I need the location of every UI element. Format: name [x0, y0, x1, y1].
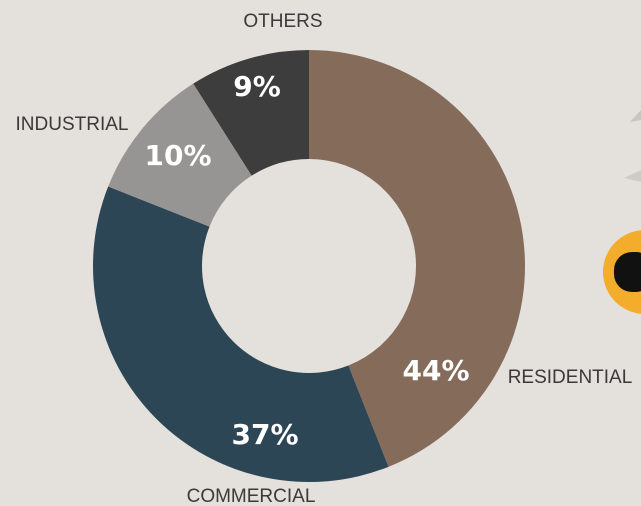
arrow-fragment [624, 170, 641, 182]
category-label: INDUSTRIAL [16, 114, 129, 135]
category-label: OTHERS [243, 11, 322, 32]
arrow-fragment [630, 110, 641, 122]
donut-slice [108, 83, 252, 227]
percent-label: 37% [231, 418, 298, 451]
percent-label: 44% [402, 354, 469, 387]
category-label: COMMERCIAL [187, 486, 316, 506]
icon-inner [614, 252, 641, 292]
percent-label: 9% [233, 70, 281, 103]
category-label: RESIDENTIAL [508, 367, 633, 388]
donut-slice [193, 50, 309, 176]
side-decoration [603, 110, 641, 314]
percent-label: 10% [144, 139, 211, 172]
donut-slice [309, 50, 526, 467]
donut-slice [93, 186, 389, 483]
